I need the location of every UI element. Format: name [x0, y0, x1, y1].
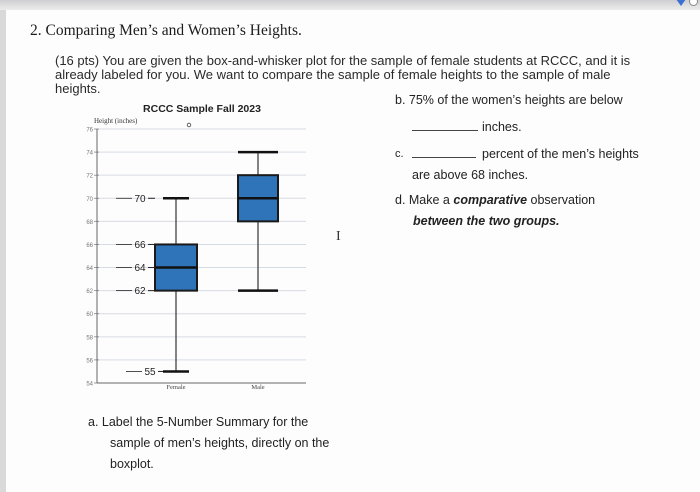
text-cursor-icon: I	[336, 229, 341, 244]
title-marker-icon	[186, 122, 192, 128]
y-tick-label: 62	[86, 289, 93, 295]
question-a: a. Label the 5-Number Summary for the sa…	[88, 412, 329, 475]
y-tick-label: 74	[86, 151, 93, 157]
answer-blank-c[interactable]	[412, 145, 476, 158]
answer-blank-b[interactable]	[412, 118, 478, 131]
question-c-letter: c.	[395, 148, 404, 160]
problem-intro: (16 pts) You are given the box-and-whisk…	[55, 54, 635, 96]
y-tick-label: 58	[86, 335, 93, 341]
y-tick-label: 68	[86, 220, 93, 226]
y-tick-label: 54	[86, 382, 93, 388]
y-tick-label: 56	[86, 358, 93, 364]
intro-line-2: already labeled for you. We want to comp…	[55, 67, 611, 96]
question-c-tail: percent of the men’s heights	[482, 147, 639, 161]
question-a-line-2: sample of men’s heights, directly on the	[110, 436, 330, 450]
question-a-line-3: boxplot.	[110, 457, 154, 471]
question-b: b. 75% of the women’s heights are below	[395, 93, 623, 107]
question-d: d. Make a comparative observation betwee…	[395, 190, 595, 232]
female-label-66: 66	[134, 240, 146, 251]
y-tick-label: 72	[86, 174, 93, 180]
female-label-55: 55	[144, 367, 156, 378]
question-d-emphasis: comparative	[453, 193, 528, 207]
question-d-suffix: observation	[527, 193, 596, 207]
male-x-label: Male	[251, 384, 264, 391]
y-tick-label: 64	[86, 266, 93, 272]
y-axis-label: Height (inches)	[94, 117, 138, 125]
question-a-line-1: a. Label the 5-Number Summary for the	[88, 415, 309, 429]
female-x-label: Female	[166, 384, 185, 391]
question-c-line-2: are above 68 inches.	[412, 168, 529, 182]
female-label-62: 62	[134, 286, 146, 297]
question-b-tail: inches.	[482, 120, 522, 134]
question-d-prefix: d. Make a	[395, 193, 454, 207]
female-label-70: 70	[134, 194, 146, 205]
worksheet	[6, 0, 700, 492]
question-d-line-2: between the two groups.	[413, 214, 560, 228]
y-tick-label: 66	[86, 243, 93, 249]
dropdown-arrow-icon[interactable]	[676, 0, 686, 6]
top-toolbar	[0, 0, 700, 10]
y-tick-label: 60	[86, 312, 93, 318]
female-label-64: 64	[134, 263, 146, 274]
intro-line-1: (16 pts) You are given the box-and-whisk…	[55, 53, 631, 68]
chart-title: RCCC Sample Fall 2023	[143, 103, 261, 115]
problem-heading: 2. Comparing Men’s and Women’s Heights.	[30, 22, 302, 39]
y-tick-label: 76	[86, 128, 93, 134]
y-tick-label: 70	[86, 197, 93, 203]
circle-icon[interactable]	[689, 0, 698, 6]
